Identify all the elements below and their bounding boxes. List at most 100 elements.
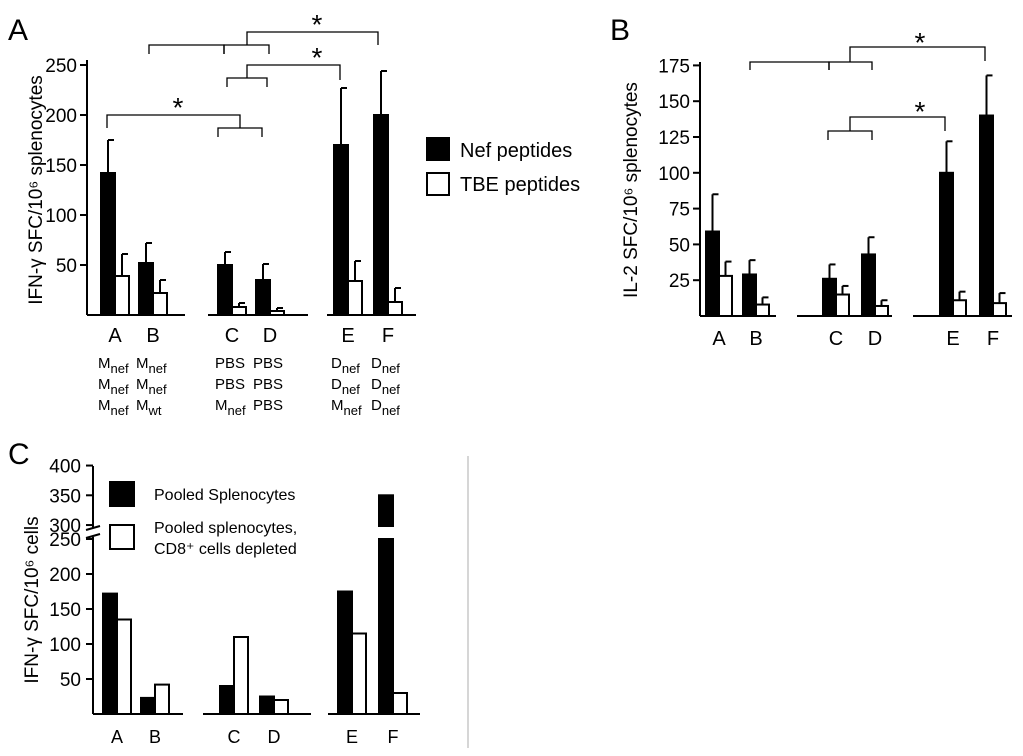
legend-label-depleted-line2: CD8⁺ cells depleted <box>154 541 297 558</box>
panel-c-axis-break-mark-1 <box>85 525 101 531</box>
panel-a-group-label-a-3: Mnef <box>98 397 129 418</box>
panel-c-bar-e-depleted <box>351 632 367 715</box>
panel-a-bar-a-tbe <box>114 275 130 316</box>
panel-c-x-label-f: F <box>388 727 399 747</box>
panel-a-x-label-e: E <box>341 325 354 347</box>
panel-c-y-tick-label-300: 300 <box>49 516 81 537</box>
panel-c-x-label-a: A <box>111 727 123 747</box>
panel-a-group-label-f-3: Dnef <box>371 397 400 418</box>
panel-a-group-label-d-2: PBS <box>253 376 283 393</box>
panel-b-bar-e-nef <box>939 171 954 317</box>
panel-c-y-tick-label-350: 350 <box>49 486 81 507</box>
panel-c-bar-d-depleted <box>273 699 289 715</box>
legend-swatch-tbe <box>426 172 450 196</box>
panel-a-group-label-a-1: Mnef <box>98 355 129 376</box>
panel-b-y-tick-label-100: 100 <box>658 164 690 185</box>
panel-b-y-tick-label-75: 75 <box>669 200 690 221</box>
panel-c-bar-b-depleted <box>154 683 170 715</box>
panel-c-y-tick-label-150: 150 <box>49 600 81 621</box>
panel-a-significance-star-1: * <box>173 92 184 123</box>
panel-a-group-label-c-1: PBS <box>215 355 245 372</box>
panel-c-bar-e-pooled <box>337 590 353 715</box>
panel-c-bar-a-pooled <box>102 592 118 715</box>
panel-c-bar-f-pooled-upper <box>378 494 394 527</box>
panel-c-y-tick-label-200: 200 <box>49 565 81 586</box>
panel-b-x-labels: A B C D E F <box>712 328 999 350</box>
panel-a-brackets: * * * <box>106 9 379 137</box>
panel-c-bar-c-depleted <box>233 636 249 715</box>
panel-a-bar-a-nef <box>100 172 116 316</box>
panel-c-y-tick-label-50: 50 <box>60 670 81 691</box>
panel-a-group-label-f-2: Dnef <box>371 376 400 397</box>
panel-a-group-label-b-3: Mwt <box>136 397 162 418</box>
legend-label-depleted-line1: Pooled splenocytes, <box>154 520 297 537</box>
panel-a-significance-star-3: * <box>312 9 323 40</box>
panel-b: IL-2 SFC/10⁶ splenocytes 25 50 75 100 125 150… <box>621 27 1012 350</box>
panel-b-bar-a-nef <box>705 230 720 317</box>
panel-c-y-tick-label-100: 100 <box>49 635 81 656</box>
panel-a-group-label-d-3: PBS <box>253 397 283 414</box>
panel-a-bar-d-nef <box>255 279 271 316</box>
panel-b-x-label-f: F <box>987 328 999 350</box>
panel-a: IFN-γ SFC/10⁶ splenocytes 50 100 150 200 250… <box>26 9 580 418</box>
legend-label-pooled: Pooled Splenocytes <box>154 487 295 504</box>
panel-b-bar-e-tbe <box>952 299 967 317</box>
panel-a-y-tick-label-150: 150 <box>45 156 77 177</box>
panel-a-group-label-e-2: Dnef <box>331 376 360 397</box>
panel-a-group-label-c-3: Mnef <box>215 397 246 418</box>
panel-a-group-label-c-2: PBS <box>215 376 245 393</box>
panel-a-bar-c-nef <box>217 264 233 316</box>
panel-a-group-label-b-1: Mnef <box>136 355 167 376</box>
panel-a-x-labels: A B C D E F <box>108 325 394 347</box>
panel-a-x-label-f: F <box>382 325 394 347</box>
panel-b-letter: B <box>610 14 630 47</box>
panel-b-bar-d-tbe <box>874 304 889 318</box>
panel-a-bars <box>100 70 403 316</box>
panel-b-bar-a-tbe <box>718 274 733 317</box>
panel-b-x-label-d: D <box>868 328 882 350</box>
panel-a-x-label-b: B <box>146 325 159 347</box>
panel-a-bar-f-tbe <box>387 301 403 316</box>
panel-c-bar-a-depleted <box>116 618 132 715</box>
panel-b-bars <box>705 74 1007 318</box>
panel-b-brackets: * * <box>749 27 986 140</box>
panel-c-x-label-b: B <box>149 727 161 747</box>
legend-ab: Nef peptides TBE peptides <box>426 137 580 196</box>
panel-a-x-label-d: D <box>263 325 277 347</box>
panel-b-y-tick-label-150: 150 <box>658 92 690 113</box>
panel-b-significance-star-2: * <box>915 96 926 127</box>
panel-b-y-tick-label-175: 175 <box>658 56 690 77</box>
panel-b-bar-c-nef <box>822 277 837 318</box>
panel-c-y-tick-label-400: 400 <box>49 457 81 478</box>
panel-c-bar-c-pooled <box>219 685 235 715</box>
legend-c: Pooled Splenocytes Pooled splenocytes, CD… <box>109 481 297 558</box>
panel-a-bar-b-tbe <box>152 292 168 316</box>
panel-b-bar-b-tbe <box>755 303 770 318</box>
panel-b-ylabel: IL-2 SFC/10⁶ splenocytes <box>621 82 642 298</box>
panel-a-y-tick-label-200: 200 <box>45 106 77 127</box>
legend-swatch-pooled <box>109 481 135 507</box>
panel-a-ylabel: IFN-γ SFC/10⁶ splenocytes <box>26 75 47 305</box>
panel-a-significance-star-2: * <box>312 42 323 73</box>
panel-c-x-label-d: D <box>268 727 281 747</box>
panel-b-bar-c-tbe <box>835 293 850 317</box>
panel-a-x-label-c: C <box>225 325 239 347</box>
legend-label-depleted: Pooled splenocytes, CD8⁺ cells depleted <box>154 520 297 558</box>
panel-c-ylabel: IFN-γ SFC/10⁶ cells <box>22 516 43 683</box>
panel-b-y-tick-label-25: 25 <box>669 271 690 292</box>
panel-a-group-labels: MnefMnefMnefMnefMnefMwtPBSPBSMnefPBSPBSP… <box>98 355 400 418</box>
panel-a-bar-e-nef <box>333 144 349 316</box>
panel-a-group-label-b-2: Mnef <box>136 376 167 397</box>
panel-a-group-label-f-1: Dnef <box>371 355 400 376</box>
panel-b-x-label-b: B <box>749 328 762 350</box>
panel-a-letter: A <box>8 14 28 47</box>
panel-c-x-label-e: E <box>346 727 358 747</box>
panel-b-x-label-e: E <box>946 328 959 350</box>
panel-c-x-label-c: C <box>228 727 241 747</box>
panel-c-letter: C <box>8 438 30 471</box>
panel-b-bar-f-tbe <box>992 302 1007 317</box>
panel-a-y-ticks: 50 100 150 200 250 <box>45 56 87 277</box>
panel-c-bar-d-pooled <box>259 695 275 715</box>
